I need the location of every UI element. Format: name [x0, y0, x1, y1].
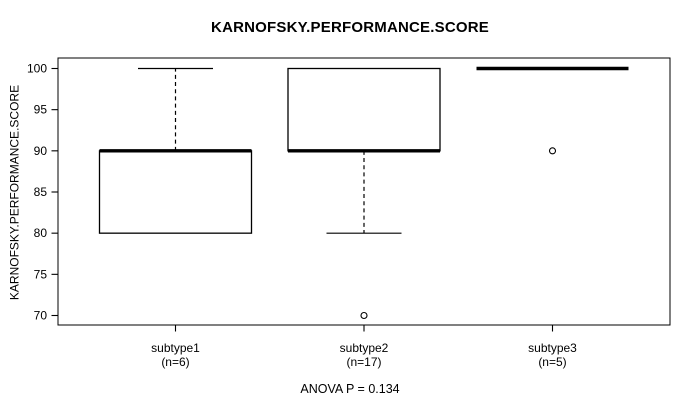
- iqr-box: [287, 67, 441, 152]
- y-tick-label: 80: [34, 226, 48, 240]
- x-group-label: subtype1: [151, 341, 200, 355]
- y-tick-label: 95: [34, 103, 48, 117]
- x-group-sublabel: (n=5): [538, 355, 566, 369]
- anova-annotation: ANOVA P = 0.134: [300, 382, 400, 396]
- chart-title: KARNOFSKY.PERFORMANCE.SCORE: [211, 19, 489, 36]
- y-tick-label: 100: [27, 62, 47, 76]
- boxplot-subtype2: [287, 67, 441, 320]
- x-group-label: subtype2: [340, 341, 389, 355]
- y-tick-label: 75: [34, 267, 48, 281]
- outlier-point: [548, 147, 557, 155]
- boxplot-subtype3: [476, 66, 629, 155]
- boxplot-subtype1: [98, 67, 253, 234]
- y-tick-label: 90: [34, 144, 48, 158]
- y-tick-label: 70: [34, 309, 48, 323]
- y-tick-label: 85: [34, 185, 48, 199]
- outlier-point: [360, 311, 368, 320]
- x-group-label: subtype3: [528, 341, 577, 355]
- iqr-box: [98, 150, 253, 234]
- x-group-sublabel: (n=17): [346, 355, 381, 369]
- x-group-sublabel: (n=6): [161, 355, 189, 369]
